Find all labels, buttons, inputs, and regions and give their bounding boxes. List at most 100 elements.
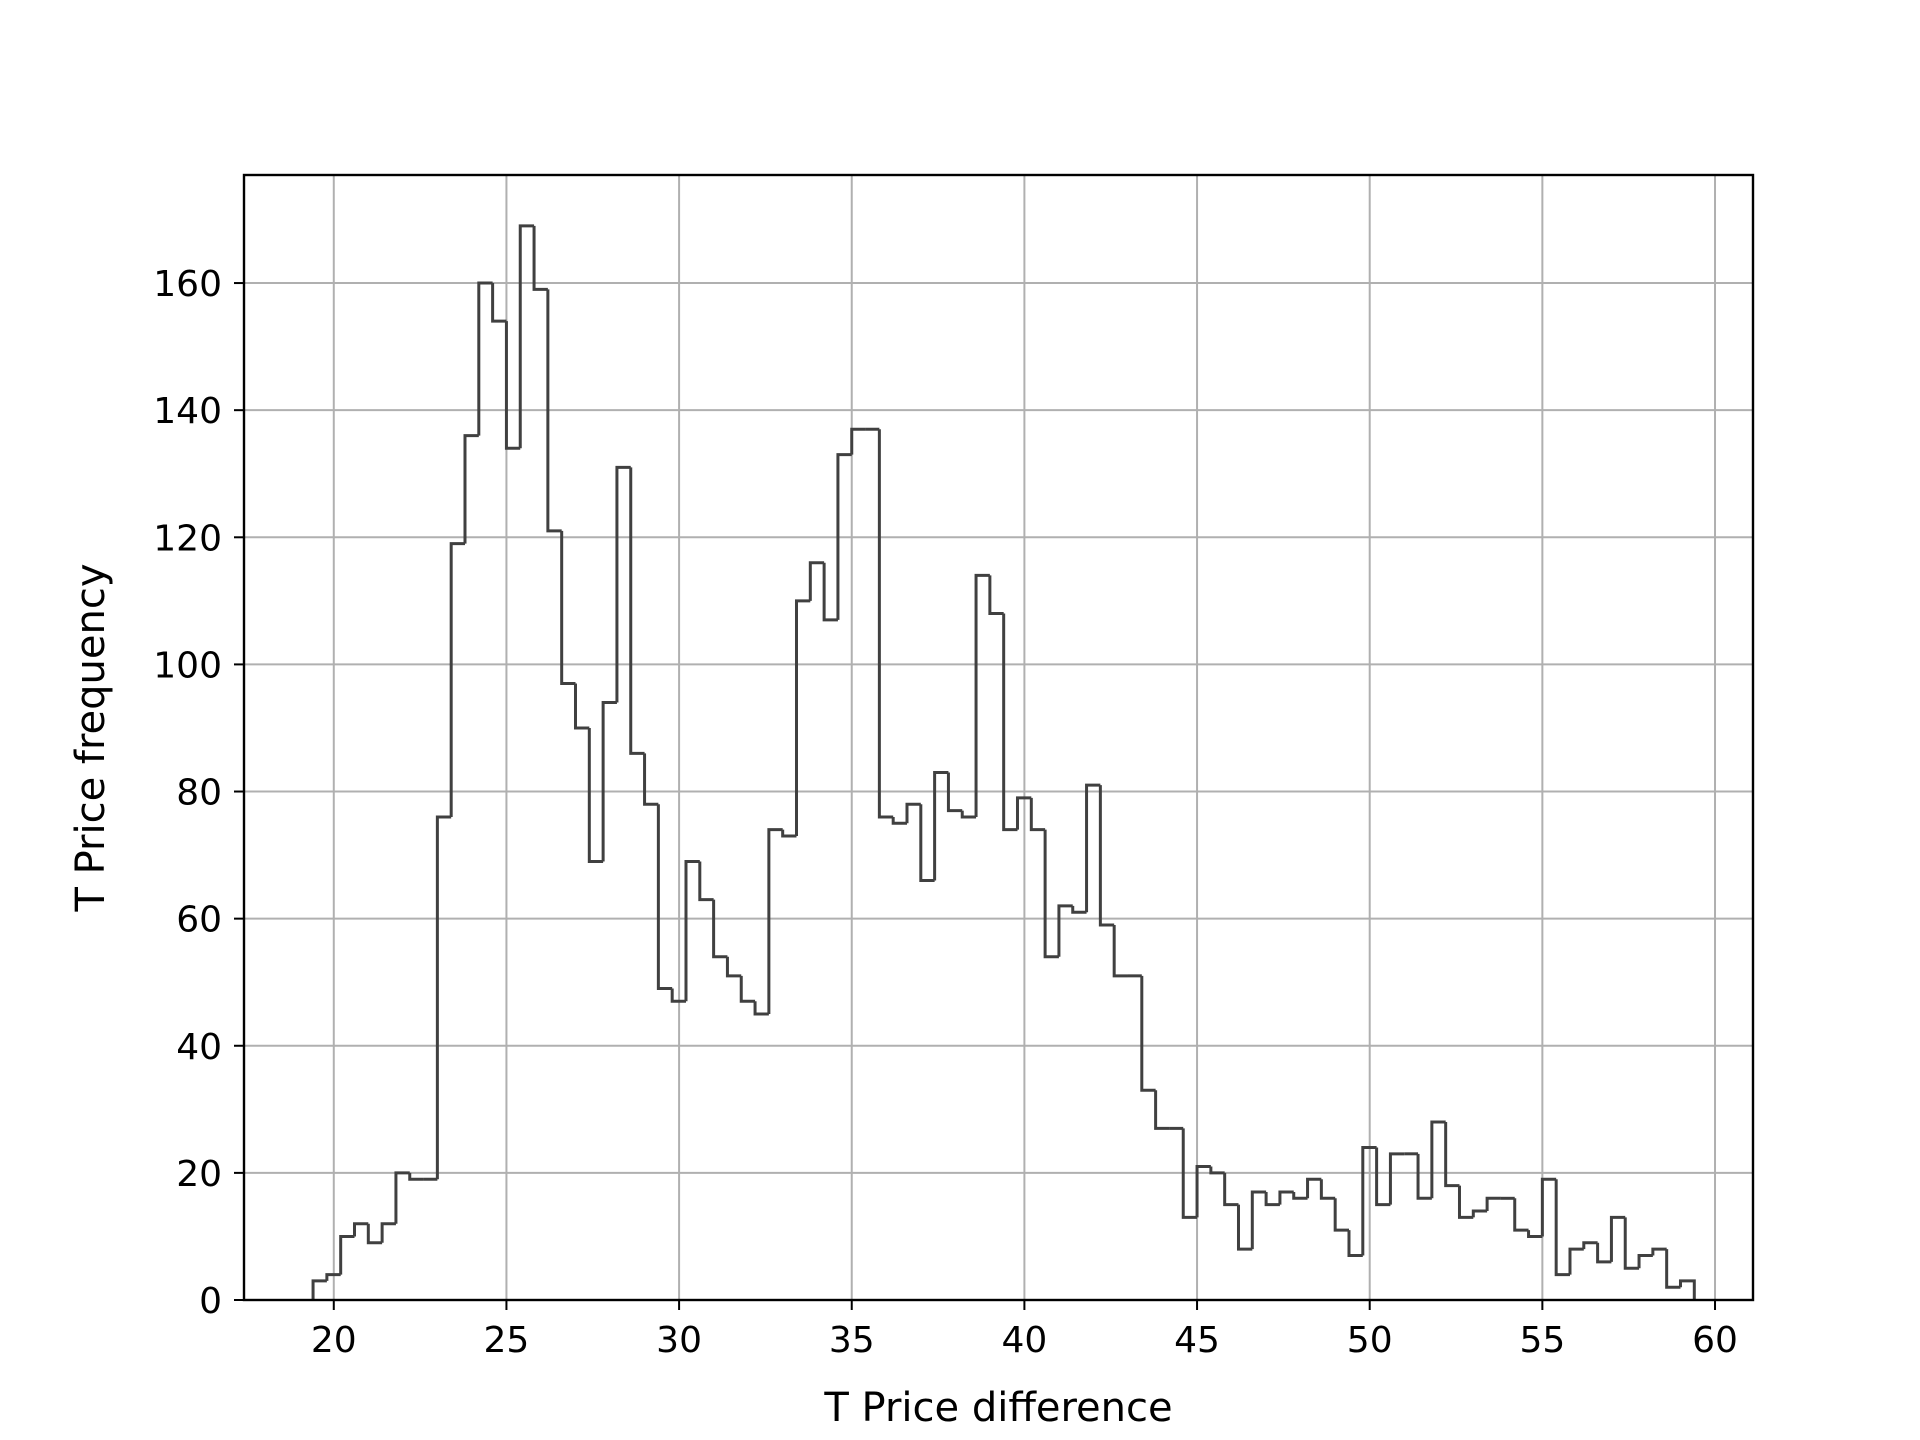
histogram-bin [311,1279,327,1300]
histogram-bin [1609,1215,1626,1262]
histogram-bin [477,281,493,436]
histogram-bin [1665,1249,1681,1289]
histogram-bin [1375,1147,1391,1207]
histogram-bin [698,861,714,902]
histogram-bin [504,321,521,450]
histogram-bin [1623,1217,1640,1270]
histogram-bin [1085,783,1101,913]
x-tick-label: 35 [829,1320,875,1361]
x-axis-label: T Price difference [823,1385,1172,1431]
histogram-bin [587,727,604,863]
histogram-bin [615,465,631,703]
histogram-bin [491,283,507,323]
plot-frame [242,173,1755,1302]
histogram-bin [1002,613,1018,832]
histogram-bin [684,859,700,1002]
histogram-bin [891,816,907,825]
histogram-bin [1195,1165,1211,1218]
histogram-bin [1319,1179,1336,1200]
x-tick-label: 50 [1347,1320,1393,1361]
histogram-bin [1361,1145,1377,1256]
y-tick-label: 20 [176,1154,222,1195]
histogram-bin [1029,797,1046,832]
histogram-bin [1209,1166,1225,1175]
histogram-bin [629,467,645,755]
histogram-bin [1471,1209,1488,1218]
histogram-bin [905,802,921,824]
histogram-bin [408,1172,424,1181]
y-tick-label: 120 [153,518,222,559]
x-tick-label: 45 [1174,1320,1220,1361]
histogram-bin [656,804,673,991]
histogram-bin [1098,785,1115,927]
histogram-bin [725,956,742,978]
histogram-bin [1071,905,1087,914]
histogram-bin [822,562,838,622]
axis-ticks: 20 25 30 35 40 45 50 55 60 0 20 40 60 80 100 120 140 160 [153,264,1738,1361]
histogram-bin [449,542,465,817]
x-tick-label: 25 [484,1320,530,1361]
y-tick-label: 60 [176,900,222,941]
histogram-bin [463,434,479,544]
histogram-bin [670,988,686,1003]
histogram-bin [394,1171,410,1224]
histogram-bin [1292,1191,1308,1200]
histogram-bin [532,225,548,291]
histogram-bin [643,753,659,806]
histogram-bin [767,828,783,1014]
x-tick-label: 20 [311,1320,357,1361]
histogram-bin [1457,1185,1474,1219]
y-tick-label: 160 [153,264,222,305]
histogram-bin [933,770,949,881]
histogram-bin [1057,904,1073,957]
histogram-bin [1112,925,1128,978]
histogram-bin [794,599,811,837]
y-tick-label: 140 [153,391,222,432]
x-tick-label: 30 [656,1320,702,1361]
y-tick-label: 40 [176,1027,222,1068]
histogram-bin [1430,1120,1446,1199]
histogram-bin [960,810,977,819]
histogram-bin [946,772,963,813]
histogram-series [311,224,1696,1300]
histogram-bin [1140,975,1156,1092]
histogram-bin [380,1222,396,1243]
histogram-bin [546,289,562,533]
histogram-bin [1333,1198,1349,1232]
y-tick-label: 100 [153,645,222,686]
histogram-bin [1154,1090,1170,1130]
histogram-bin [1043,829,1059,959]
histogram-bin [1554,1179,1570,1277]
histogram-bin [1485,1196,1501,1212]
histogram-bin [1596,1242,1612,1264]
y-tick-label: 80 [176,773,222,814]
histogram-bin [1223,1172,1239,1207]
histogram-bin [1444,1122,1460,1188]
histogram-bin [1347,1230,1363,1258]
histogram-bin [1264,1191,1280,1207]
histogram-bin [712,899,728,959]
histogram-bin [601,701,617,862]
histogram-bin [877,429,894,819]
histogram-bin [435,815,452,1180]
x-tick-label: 55 [1519,1320,1565,1361]
histogram-bin [1181,1128,1198,1219]
histogram-bin [1678,1279,1696,1300]
histogram-bin [325,1273,341,1281]
histogram-bin [781,829,797,838]
histogram-bin [1388,1152,1405,1205]
histogram-bin [1582,1241,1598,1250]
histogram-bin [1306,1177,1322,1199]
histogram-bin [1568,1247,1584,1275]
histogram-bin [518,224,535,449]
histogram-bin [1236,1204,1253,1251]
y-axis-label: T Price frequency [68,563,114,912]
histogram-bin [836,453,852,620]
histogram-bin [1015,796,1032,830]
histogram-bin [1416,1153,1432,1200]
histogram-bin [1278,1190,1294,1205]
histogram-bin [1513,1198,1529,1232]
histogram-bin [919,804,935,883]
x-tick-label: 40 [1001,1320,1047,1361]
